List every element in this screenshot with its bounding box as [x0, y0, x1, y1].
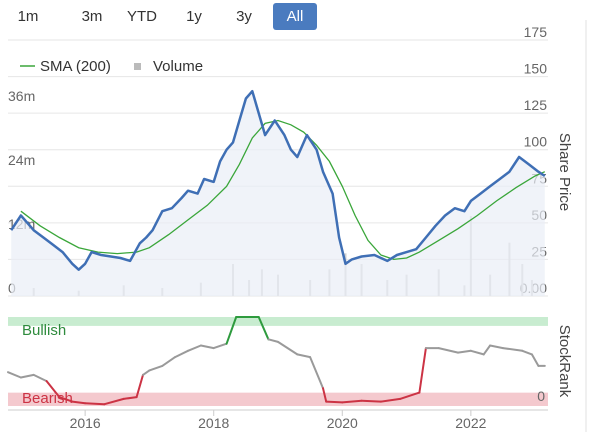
stockrank-segment	[103, 397, 125, 406]
stockrank-segment	[530, 353, 540, 367]
range-selector: 1m 3m YTD 1y 3y All	[0, 0, 594, 32]
stockrank-segment	[309, 356, 324, 390]
price-tick-label: 150	[524, 61, 548, 77]
stockrank-segment	[122, 396, 138, 400]
bullish-band	[8, 317, 548, 326]
stockrank-segment	[379, 397, 402, 403]
stockrank-segment	[58, 396, 74, 403]
stockrank-segment	[142, 369, 151, 376]
stockrank-segment	[199, 344, 215, 350]
stockrank-segment	[19, 373, 35, 379]
stockrank-segment	[521, 349, 533, 356]
bullish-label: Bullish	[22, 322, 66, 339]
price-tick-label: 125	[524, 97, 548, 113]
bearish-label: Bearish	[22, 390, 73, 407]
stockrank-segment	[399, 391, 421, 400]
stockrank-segment	[457, 349, 472, 354]
price-area	[11, 91, 545, 296]
volume-tick-label: 36m	[8, 88, 35, 104]
stockrank-segment	[7, 371, 22, 379]
stockrank-segment	[135, 373, 144, 399]
stockrank-segment	[267, 338, 279, 343]
stockrank-segment	[325, 400, 344, 404]
stockrank-segment	[161, 356, 177, 367]
stockrank-segment	[257, 316, 270, 341]
volume-legend-label: Volume	[153, 58, 203, 75]
range-button-3y[interactable]: 3y	[236, 8, 252, 25]
x-tick-label: 2020	[327, 415, 358, 431]
stockrank-segment	[502, 347, 524, 352]
price-tick-label: 175	[524, 24, 548, 40]
stockrank-segment	[469, 349, 485, 356]
bearish-band	[8, 392, 548, 406]
stockrank-segment	[187, 344, 202, 352]
stockrank-segment	[225, 316, 238, 345]
volume-tick-label: 24m	[8, 152, 35, 168]
range-button-1m[interactable]: 1m	[17, 8, 39, 25]
stockrank-segment	[489, 344, 504, 350]
x-tick-label: 2016	[70, 415, 101, 431]
stockrank-axis-label: StockRank	[556, 325, 573, 398]
stockrank-segment	[482, 344, 492, 356]
volume-legend-swatch	[134, 63, 141, 70]
stockrank-panel: Bullish Bearish 0 StockRank 2016 2018 2020 2022	[7, 20, 587, 432]
sma-line	[20, 119, 546, 261]
stockrank-segment	[296, 353, 312, 359]
price-tick-label: 100	[524, 134, 548, 150]
stockrank-segment	[84, 402, 106, 406]
price-line	[10, 89, 546, 271]
stockrank-segment	[277, 340, 299, 356]
stockrank-segment	[148, 364, 164, 372]
stockrank-segment	[418, 347, 427, 394]
stockrank-segment	[45, 380, 61, 399]
stockrank-segment	[71, 400, 87, 405]
range-button-3m[interactable]: 3m	[81, 8, 103, 25]
range-button-1y[interactable]: 1y	[186, 8, 202, 25]
stockrank-segment	[32, 373, 48, 383]
stockrank-segment	[360, 399, 382, 403]
range-button-all[interactable]: All	[273, 3, 317, 30]
stockrank-segment	[437, 347, 459, 354]
price-panel: 1751501251007550250.0036m24m12m0SMA (200…	[8, 24, 573, 297]
stockrank-segment	[174, 349, 189, 359]
stockrank-segment	[322, 387, 328, 403]
sma-legend-label: SMA (200)	[40, 58, 111, 75]
range-button-ytd[interactable]: YTD	[127, 8, 157, 25]
stockrank-segment	[341, 399, 363, 404]
x-tick-label: 2022	[455, 415, 486, 431]
share-price-axis-label: Share Price	[556, 133, 573, 211]
x-tick-label: 2018	[198, 415, 229, 431]
stockrank-segment	[212, 342, 228, 350]
rank-tick-label: 0	[537, 388, 545, 404]
